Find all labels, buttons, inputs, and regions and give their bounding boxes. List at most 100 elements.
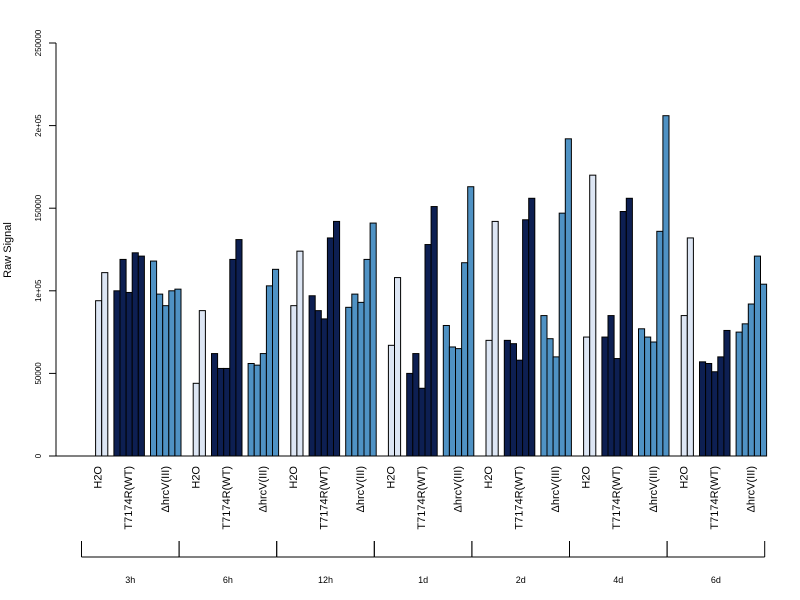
bar <box>265 285 273 457</box>
bar <box>540 315 548 457</box>
bar <box>363 258 371 457</box>
bar <box>137 255 145 457</box>
bar <box>448 346 456 457</box>
bar <box>760 283 768 457</box>
group-label: T7174R(WT) <box>318 466 330 530</box>
bar <box>485 339 493 457</box>
bar <box>601 336 609 457</box>
bar <box>619 211 627 457</box>
bar <box>753 255 762 457</box>
y-tick-label: 150000 <box>34 194 43 221</box>
bar <box>320 318 328 457</box>
bar <box>253 364 261 457</box>
group-label: H2O <box>190 466 202 489</box>
group-label: ΔhrcV(III) <box>453 466 465 512</box>
bar <box>705 362 713 457</box>
bar <box>680 315 688 457</box>
group-label: T7174R(WT) <box>123 466 135 530</box>
y-tick-label: 50000 <box>34 362 43 385</box>
bar <box>747 303 755 457</box>
group-label: ΔhrcV(III) <box>550 466 562 512</box>
bar <box>113 290 121 457</box>
group-label: H2O <box>678 466 690 489</box>
bar <box>741 323 749 457</box>
group-label: ΔhrcV(III) <box>745 466 757 512</box>
bar <box>461 262 469 457</box>
timepoint-brackets: 3h 6h 12h 1d 2d 4d 6d <box>81 541 766 585</box>
bar <box>430 206 438 457</box>
bar <box>351 293 359 457</box>
bar <box>168 290 176 457</box>
group-label: H2O <box>483 466 495 489</box>
bar <box>686 237 694 457</box>
timepoint-label: 6d <box>711 575 721 585</box>
bar <box>345 306 353 457</box>
bar <box>607 315 615 457</box>
bar <box>546 338 554 457</box>
bar <box>467 186 475 457</box>
bar <box>552 356 560 457</box>
bar <box>711 371 719 457</box>
bar <box>699 361 707 457</box>
timepoint-label: 4d <box>613 575 623 585</box>
group-label: T7174R(WT) <box>709 466 721 530</box>
bar <box>296 250 304 457</box>
group-label: ΔhrcV(III) <box>648 466 660 512</box>
group-labels: H2O T7174R(WT) ΔhrcV(III) H2O T7174R(WT) Δhrc… <box>93 466 758 530</box>
bar <box>516 359 524 457</box>
group-label: T7174R(WT) <box>514 466 526 530</box>
bar <box>217 367 225 457</box>
group-label: H2O <box>385 466 397 489</box>
bar <box>509 343 517 457</box>
group-label: T7174R(WT) <box>611 466 623 530</box>
bar <box>308 295 316 457</box>
bar <box>558 212 566 457</box>
group-label: H2O <box>288 466 300 489</box>
bar <box>119 258 127 457</box>
bar <box>638 328 646 457</box>
bar <box>223 367 231 457</box>
bar <box>211 353 219 457</box>
group-label: ΔhrcV(III) <box>160 466 172 512</box>
bar <box>333 220 341 457</box>
bar <box>290 305 298 457</box>
y-axis-label: Raw Signal <box>2 222 14 278</box>
bars <box>95 115 768 457</box>
bar <box>394 277 402 457</box>
bar <box>583 336 591 457</box>
bar <box>162 305 170 457</box>
bar <box>528 197 536 457</box>
timepoint-label: 2d <box>516 575 526 585</box>
bar <box>735 331 743 457</box>
bar <box>259 353 267 457</box>
bar <box>406 372 414 457</box>
y-tick-label: 250000 <box>34 29 43 56</box>
bar <box>131 252 139 457</box>
bar <box>503 339 511 457</box>
bar <box>314 310 322 457</box>
bar <box>229 258 237 457</box>
group-label: T7174R(WT) <box>416 466 428 530</box>
bar <box>156 293 164 457</box>
bar <box>442 324 450 457</box>
timepoint-label: 1d <box>418 575 428 585</box>
bar <box>564 138 572 457</box>
bar <box>235 239 243 457</box>
bar <box>717 356 725 457</box>
bar <box>589 174 597 457</box>
bar <box>357 301 365 457</box>
bar <box>192 382 200 457</box>
bar <box>150 260 158 457</box>
y-tick-label: 1e+05 <box>34 279 43 302</box>
group-label: H2O <box>93 466 105 489</box>
bar <box>625 197 633 457</box>
bar <box>412 353 420 457</box>
timepoint-label: 12h <box>318 575 333 585</box>
bar <box>662 115 670 457</box>
group-label: ΔhrcV(III) <box>257 466 269 512</box>
bar <box>613 358 621 457</box>
bar <box>174 288 182 457</box>
timepoint-label: 3h <box>125 575 135 585</box>
bar <box>95 300 103 457</box>
